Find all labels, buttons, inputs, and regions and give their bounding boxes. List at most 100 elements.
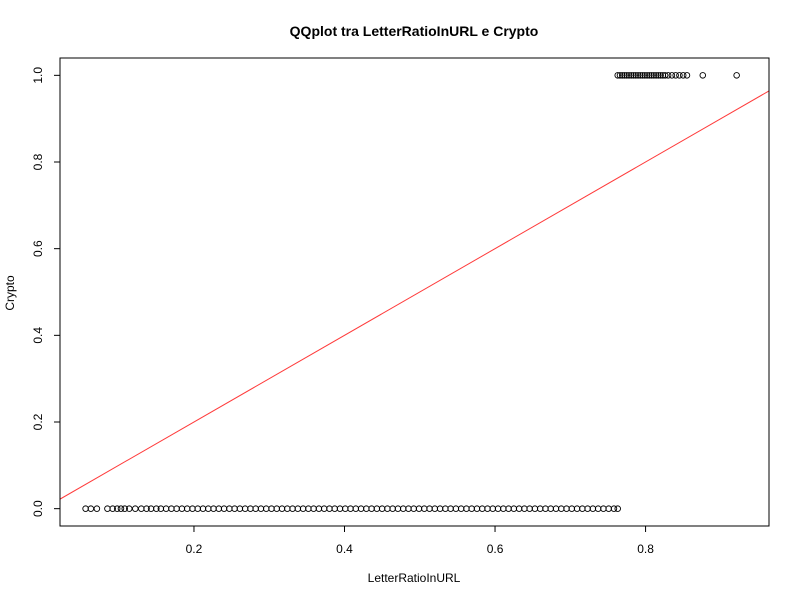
data-point — [357, 505, 365, 512]
data-point — [215, 505, 223, 512]
data-point — [646, 72, 653, 79]
data-point — [628, 72, 635, 79]
data-point — [614, 505, 621, 512]
plot-frame — [59, 57, 770, 527]
y-tick-label: 0.0 — [31, 500, 45, 517]
data-point — [168, 505, 175, 512]
data-point — [643, 72, 651, 79]
data-point — [426, 505, 433, 512]
data-point — [278, 505, 286, 512]
data-point — [526, 505, 533, 512]
data-point — [93, 505, 101, 512]
data-point — [463, 505, 470, 512]
data-point — [600, 505, 607, 512]
reference-line-group — [60, 90, 769, 500]
data-point — [699, 72, 707, 79]
data-point — [262, 505, 270, 512]
data-point — [138, 505, 145, 512]
data-point — [326, 505, 333, 512]
y-tick-label: 1.0 — [31, 67, 45, 84]
data-point — [637, 72, 644, 79]
y-tick-label: 0.6 — [31, 240, 45, 257]
data-point — [563, 505, 570, 512]
data-point — [594, 505, 602, 512]
data-point — [547, 505, 554, 512]
data-point — [610, 505, 618, 512]
data-point — [336, 505, 344, 512]
data-point — [143, 505, 150, 512]
data-point — [664, 72, 672, 79]
data-point — [632, 72, 640, 79]
data-point — [394, 505, 402, 512]
data-point — [320, 505, 328, 512]
data-points — [82, 72, 740, 512]
data-point — [589, 505, 597, 512]
data-point — [605, 505, 612, 512]
data-point — [579, 505, 586, 512]
data-point — [650, 72, 658, 79]
data-point — [494, 505, 502, 512]
data-point — [676, 72, 683, 79]
data-point — [289, 505, 296, 512]
y-tick-label: 0.8 — [31, 153, 45, 170]
data-point — [352, 505, 360, 512]
data-point — [510, 505, 518, 512]
data-point — [442, 505, 449, 512]
data-point — [315, 505, 323, 512]
data-point — [452, 505, 460, 512]
data-point — [183, 505, 191, 512]
data-point — [210, 505, 217, 512]
data-point — [484, 505, 491, 512]
data-point — [373, 505, 381, 512]
data-point — [457, 505, 465, 512]
data-point — [634, 72, 642, 79]
data-point — [205, 505, 212, 512]
data-point — [639, 72, 646, 79]
data-point — [389, 505, 396, 512]
data-point — [236, 505, 244, 512]
data-point — [683, 72, 691, 79]
data-point — [531, 505, 539, 512]
x-axis-label: LetterRatioInURL — [368, 571, 461, 585]
data-point — [584, 505, 591, 512]
data-point — [220, 505, 228, 512]
data-point — [257, 505, 265, 512]
data-point — [652, 72, 660, 79]
data-point — [178, 505, 186, 512]
data-point — [347, 505, 354, 512]
data-point — [226, 505, 233, 512]
data-point — [410, 505, 418, 512]
data-point — [621, 72, 628, 79]
data-point — [733, 72, 740, 79]
data-point — [421, 505, 428, 512]
data-point — [521, 505, 528, 512]
data-point — [558, 505, 565, 512]
y-axis-label: Crypto — [3, 275, 17, 311]
data-point — [252, 505, 259, 512]
data-point — [542, 505, 549, 512]
data-point — [368, 505, 375, 512]
data-point — [641, 72, 649, 79]
data-point — [294, 505, 302, 512]
data-point — [399, 505, 407, 512]
data-point — [436, 505, 444, 512]
data-point — [113, 505, 121, 512]
x-tick-label: 0.2 — [186, 542, 203, 556]
data-point — [305, 505, 312, 512]
data-point — [668, 72, 676, 79]
data-point — [655, 72, 662, 79]
data-point — [431, 505, 439, 512]
data-point — [679, 72, 687, 79]
data-point — [630, 72, 637, 79]
data-point — [568, 505, 576, 512]
data-point — [82, 505, 89, 512]
data-point — [489, 505, 497, 512]
data-point — [536, 505, 544, 512]
data-point — [378, 505, 386, 512]
data-point — [672, 72, 679, 79]
x-tick-label: 0.6 — [487, 542, 504, 556]
data-point — [623, 72, 631, 79]
data-point — [87, 505, 95, 512]
data-point — [505, 505, 512, 512]
